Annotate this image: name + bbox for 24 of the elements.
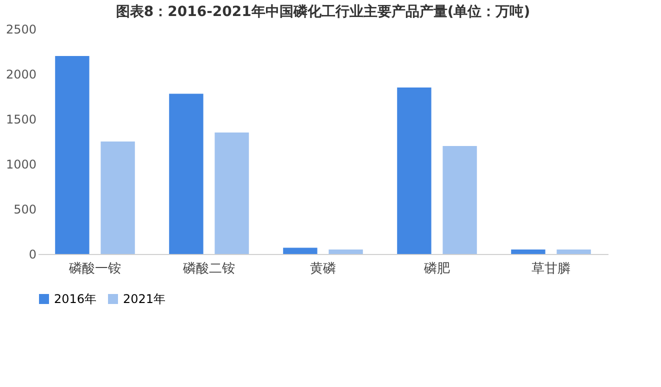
bar [100, 142, 135, 254]
legend-label: 2021年 [123, 292, 166, 306]
bar [55, 56, 90, 254]
x-tick-label: 草甘膦 [532, 262, 570, 276]
y-tick-label: 2500 [6, 22, 36, 36]
bar [214, 132, 249, 254]
legend-label: 2016年 [54, 292, 97, 306]
bar [169, 94, 204, 254]
y-tick-label: 0 [28, 248, 36, 262]
bar [328, 250, 363, 254]
y-tick-label: 1500 [6, 112, 36, 126]
bar [511, 250, 546, 254]
bar [556, 250, 591, 254]
x-tick-label: 磷酸一铵 [68, 262, 121, 276]
bar [442, 146, 477, 254]
bar [283, 248, 318, 254]
x-tick-label: 磷酸二铵 [182, 262, 235, 276]
x-tick-label: 黄磷 [310, 262, 336, 276]
x-tick-label: 磷肥 [423, 262, 450, 276]
bar [397, 88, 432, 254]
y-tick-label: 1000 [6, 158, 36, 172]
chart-title: 图表8：2016-2021年中国磷化工行业主要产品产量(单位：万吨) [116, 3, 530, 20]
y-tick-label: 500 [14, 202, 36, 216]
y-tick-label: 2000 [6, 68, 36, 82]
